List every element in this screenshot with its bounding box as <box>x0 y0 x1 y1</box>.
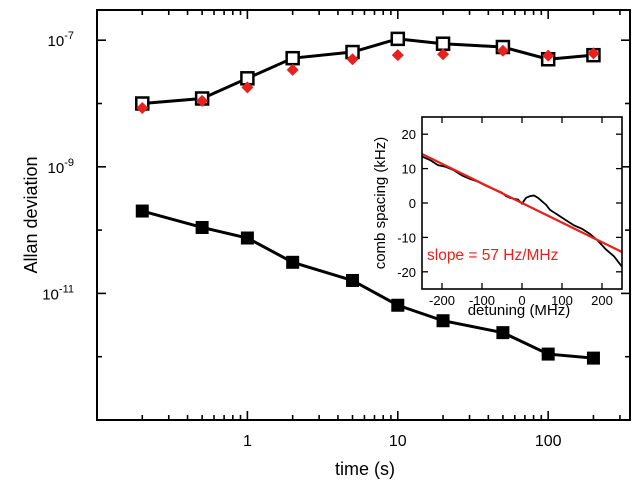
series-3-point <box>240 231 254 245</box>
inset-x-axis-label: detuning (MHz) <box>468 302 571 319</box>
series-3-point <box>391 298 405 312</box>
inset-y-tick-label: 20 <box>402 127 416 142</box>
series-2-point <box>437 48 450 61</box>
y-tick-label: 10-9 <box>48 157 74 177</box>
series-1-line <box>142 37 594 105</box>
inset-slope-annotation: slope = 57 Hz/MHz <box>427 247 558 264</box>
series-3-point <box>346 273 360 287</box>
series-2-point <box>542 49 555 62</box>
series-3-point <box>286 255 300 269</box>
series-3-point <box>135 204 149 218</box>
series-2-point <box>286 63 299 76</box>
y-tick-label: 10-11 <box>42 283 74 303</box>
inset-x-tick-label: 100 <box>551 293 573 308</box>
series-2-point <box>391 49 404 62</box>
inset-y-tick-label: 0 <box>409 196 416 211</box>
inset-x-tick-label: 200 <box>591 293 613 308</box>
series-3-point <box>496 326 510 340</box>
x-tick-label: 100 <box>535 433 562 450</box>
series-2-point <box>346 53 359 66</box>
x-axis-label: time (s) <box>335 459 395 479</box>
series-2-point <box>136 101 149 114</box>
series-1-point <box>435 36 451 51</box>
main-plot-frame <box>96 9 631 421</box>
series-3-point <box>436 314 450 328</box>
inset-y-tick-label: -20 <box>397 265 416 280</box>
series-2-point <box>241 81 254 94</box>
inset-y-axis-label: comb spacing (kHz) <box>372 137 389 270</box>
series-1-point <box>390 31 406 47</box>
x-tick-label: 1 <box>243 433 252 450</box>
y-axis-label: Allan deviation <box>21 156 41 273</box>
inset-fit-line <box>421 152 623 254</box>
inset-y-tick-label: 10 <box>402 162 416 177</box>
y-tick-label: 10-7 <box>48 30 74 50</box>
x-tick-label: 10 <box>389 433 407 450</box>
series-2-point <box>587 47 600 60</box>
series-3-line <box>141 209 594 360</box>
inset-y-tick-label: -10 <box>397 230 416 245</box>
inset-measured-line <box>421 155 623 268</box>
series-3-point <box>541 347 555 361</box>
inset-x-tick-label: -100 <box>469 293 495 308</box>
series-2-point <box>496 44 509 57</box>
inset-x-tick-label: 0 <box>518 293 525 308</box>
series-3-point <box>586 351 600 365</box>
series-2-point <box>196 94 209 107</box>
series-3-point <box>195 220 209 234</box>
inset-x-tick-label: -200 <box>429 293 455 308</box>
series-1-point <box>285 50 300 66</box>
